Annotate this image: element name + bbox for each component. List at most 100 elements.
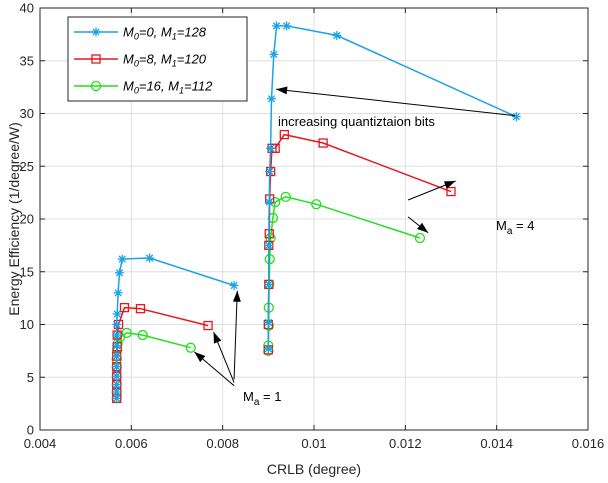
- legend-0-a: M: [123, 25, 134, 40]
- legend: M0=0, M1=128 M0=8, M1=120 M0=16, M1=112: [67, 16, 248, 102]
- series-2-point: [311, 199, 322, 210]
- series-0-point: [114, 268, 124, 278]
- annotation-increasing-bits: increasing quantiztaion bits: [278, 114, 435, 129]
- marker-stroke: [145, 254, 154, 262]
- annotation-ma-4-main: M: [496, 218, 507, 233]
- arrow-head: [443, 181, 456, 189]
- series-2-point: [264, 253, 275, 265]
- legend-label-series-0: M0=0, M1=128: [123, 25, 207, 42]
- y-tick-label: 0: [27, 423, 34, 438]
- marker-stroke: [113, 372, 121, 380]
- legend-2-a: M: [123, 79, 134, 94]
- y-tick-label: 40: [20, 1, 34, 16]
- arrow-head: [232, 290, 241, 302]
- legend-0-a-sub: 0: [134, 32, 139, 42]
- series-0-point: [269, 49, 279, 59]
- legend-0-b-sub: 1: [172, 32, 177, 42]
- series-0: [112, 21, 521, 403]
- arrow-head: [417, 222, 429, 233]
- series-0-point: [112, 351, 122, 361]
- series-0-point: [112, 309, 122, 319]
- series-1-line-1: [267, 133, 452, 350]
- legend-0-b: =0, M: [139, 25, 172, 40]
- series-0-point: [282, 21, 292, 31]
- marker-stroke: [92, 28, 100, 36]
- series-0-point: [265, 167, 275, 177]
- series-1-point: [203, 320, 213, 331]
- marker-stroke: [113, 341, 121, 350]
- legend-2-b-sub: 1: [179, 86, 184, 96]
- marker-stroke: [512, 113, 520, 121]
- series-1-point: [119, 302, 130, 313]
- series-1-point: [446, 186, 456, 197]
- arrow-shaft: [276, 88, 515, 117]
- series-0-point: [264, 279, 274, 289]
- x-tick-label: 0.012: [389, 436, 422, 451]
- marker-stroke: [266, 144, 275, 152]
- legend-1-c: =120: [177, 52, 207, 67]
- series-1: [112, 129, 456, 404]
- y-tick-label: 5: [27, 370, 34, 385]
- annotation-arrow-1: [407, 180, 456, 201]
- marker-stroke: [265, 241, 273, 250]
- marker-stroke: [113, 388, 121, 396]
- legend-items: [74, 27, 118, 92]
- legend-label-series-2: M0=16, M1=112: [123, 79, 213, 96]
- series-0-point: [112, 380, 122, 390]
- series-layer: [111, 21, 521, 404]
- legend-1-b: =8, M: [139, 52, 172, 67]
- series-0-point: [263, 344, 273, 354]
- marker-stroke: [333, 31, 341, 40]
- series-1-line-0: [115, 306, 209, 399]
- series-1-point: [279, 129, 289, 140]
- series-0-point: [112, 371, 122, 381]
- annotation-ma-1-rest: = 1: [259, 389, 281, 404]
- legend-2-a-sub: 0: [134, 86, 139, 96]
- series-0-point: [145, 253, 155, 263]
- marker-stroke: [113, 363, 121, 371]
- x-tick-label: 0.016: [572, 436, 605, 451]
- series-2-line-1: [267, 196, 421, 351]
- annotation-ma-1-main: M: [243, 389, 254, 404]
- marker-stroke: [264, 318, 272, 327]
- series-0-point: [112, 362, 122, 372]
- annotation-arrow-2: [407, 216, 429, 234]
- annotation-ma-1: Ma = 1: [243, 389, 281, 408]
- marker-stroke: [267, 95, 276, 103]
- legend-1-a-sub: 0: [134, 59, 139, 69]
- marker-stroke: [118, 255, 126, 263]
- series-0-point: [263, 317, 273, 327]
- y-tick-label: 35: [20, 53, 34, 68]
- annotation-arrow-3: [232, 290, 241, 380]
- legend-marker-0: [91, 27, 101, 37]
- series-0-point: [112, 387, 122, 397]
- arrow-head: [194, 351, 206, 363]
- marker-stroke: [114, 289, 122, 297]
- annotation-arrow-5: [194, 351, 235, 387]
- series-2-point: [280, 191, 291, 202]
- y-tick-label: 15: [20, 264, 34, 279]
- annotation-arrow-4: [213, 331, 235, 383]
- marker-stroke: [265, 280, 273, 289]
- x-tick-label: 0.01: [301, 436, 326, 451]
- y-axis-title: Energy Efficiency (1/degree/W): [6, 122, 22, 316]
- series-0-point: [229, 280, 239, 290]
- series-0-point: [267, 94, 277, 104]
- y-tick-label: 25: [20, 159, 34, 174]
- arrow-layer: [194, 86, 515, 387]
- legend-marker-2: [90, 80, 102, 92]
- marker-stroke: [115, 269, 124, 277]
- y-tick-label: 20: [20, 212, 34, 227]
- marker-stroke: [266, 167, 274, 176]
- x-tick-label: 0.008: [206, 436, 239, 451]
- series-0-point: [332, 30, 342, 40]
- x-tick-label: 0.006: [115, 436, 148, 451]
- series-0-line-1: [267, 25, 517, 349]
- legend-2-b: =16, M: [139, 79, 179, 94]
- series-0-point: [266, 143, 276, 153]
- x-tick-label: 0.004: [24, 436, 57, 451]
- series-0-point: [511, 112, 521, 122]
- series-0-point: [264, 240, 274, 250]
- marker-stroke: [270, 50, 278, 59]
